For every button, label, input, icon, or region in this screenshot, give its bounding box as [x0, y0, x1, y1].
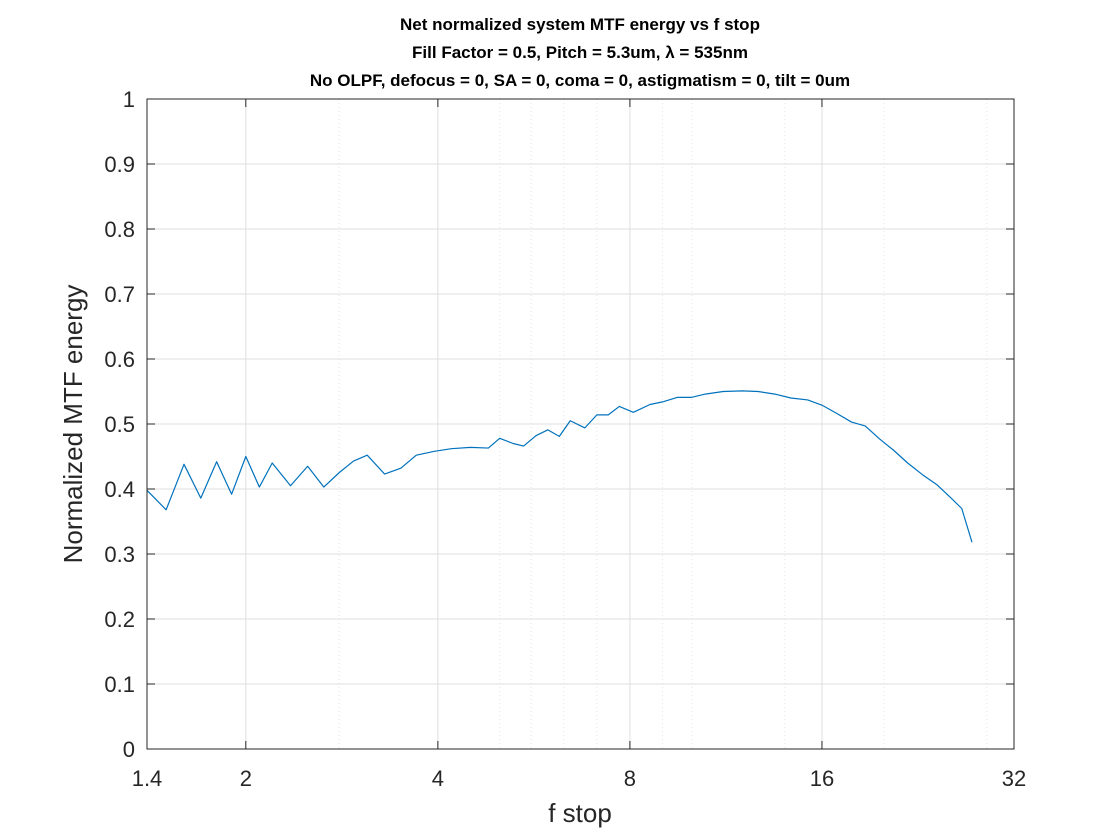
grid — [147, 99, 1014, 749]
y-axis-label: Normalized MTF energy — [58, 285, 88, 564]
x-tick-label: 16 — [810, 766, 834, 791]
series-line — [146, 390, 973, 543]
y-tick-label: 0.1 — [104, 672, 135, 697]
minor-x-grid — [338, 99, 988, 749]
chart-title: Net normalized system MTF energy vs f st… — [310, 15, 850, 90]
x-tick-label: 4 — [432, 766, 444, 791]
title-line-2: Fill Factor = 0.5, Pitch = 5.3um, λ = 53… — [412, 43, 748, 62]
y-tick-label: 0.5 — [104, 412, 135, 437]
series-group — [146, 390, 973, 543]
x-tick-label: 2 — [240, 766, 252, 791]
y-tick-label: 0.4 — [104, 477, 135, 502]
y-axis-ticks: 0 0.1 0.2 0.3 0.4 0.5 0.6 0.7 0.8 0.9 1 — [104, 87, 1014, 762]
title-line-3: No OLPF, defocus = 0, SA = 0, coma = 0, … — [310, 71, 850, 90]
y-tick-label: 0.7 — [104, 282, 135, 307]
x-tick-label: 8 — [624, 766, 636, 791]
title-line-1: Net normalized system MTF energy vs f st… — [400, 15, 760, 34]
x-axis-label: f stop — [548, 798, 612, 828]
x-tick-label: 32 — [1002, 766, 1026, 791]
y-tick-label: 0.3 — [104, 542, 135, 567]
y-tick-label: 0.6 — [104, 347, 135, 372]
y-tick-label: 0 — [123, 737, 135, 762]
y-tick-label: 1 — [123, 87, 135, 112]
y-tick-label: 0.9 — [104, 152, 135, 177]
x-axis-ticks: 1.4 2 4 8 16 32 — [132, 99, 1026, 791]
y-tick-label: 0.2 — [104, 607, 135, 632]
y-tick-label: 0.8 — [104, 217, 135, 242]
x-tick-label: 1.4 — [132, 766, 163, 791]
